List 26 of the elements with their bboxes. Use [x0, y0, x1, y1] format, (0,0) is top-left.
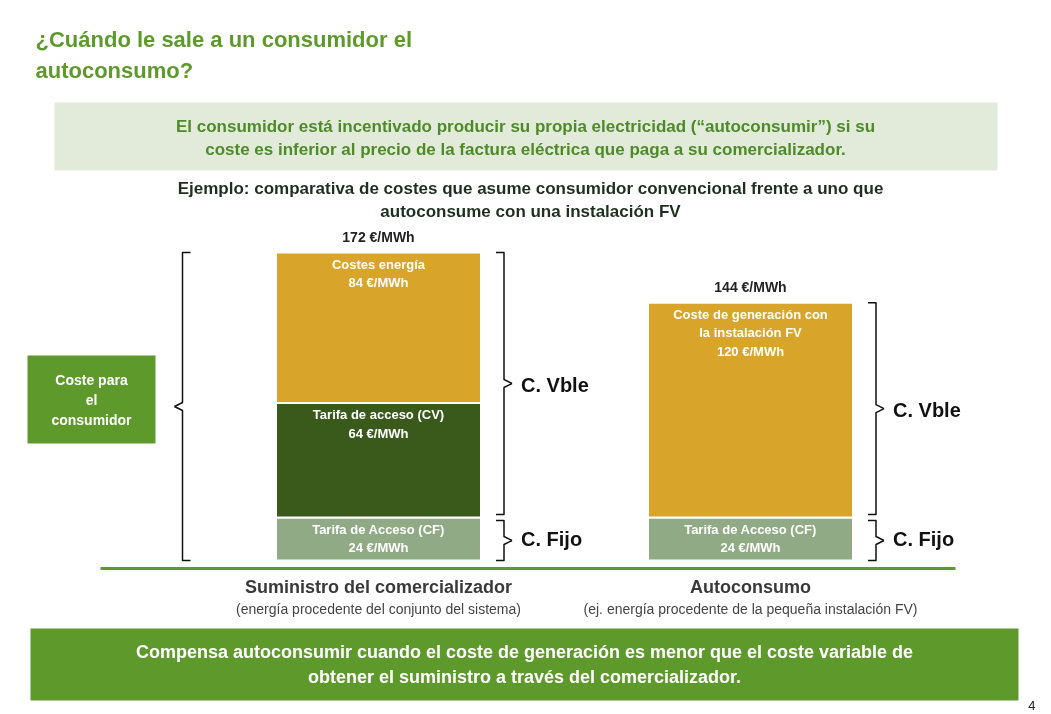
annotation: C. Vble — [521, 374, 589, 397]
series-label: Coste de generación con la instalación FV — [673, 306, 828, 341]
text: Ejemplo: comparativa de costes que asume consumidor convencional frente a uno que autoconsume con una instalación FV — [177, 178, 884, 222]
data-label: 120 €/MWh — [716, 344, 785, 360]
series-label: Tarifa de Acceso (CF) — [312, 521, 445, 537]
x-tick-label: Suministro del comercializador — [244, 576, 513, 597]
annotation: C. Fijo — [521, 528, 583, 551]
data-label: 64 €/MWh — [348, 425, 409, 441]
data-label: 24 €/MWh — [348, 540, 409, 556]
total-label: 172 €/MWh — [342, 228, 415, 245]
series-label: Costes energía — [331, 256, 426, 272]
annotation: C. Fijo — [893, 528, 955, 551]
text: (ej. energía procedente de la pequeña instalación FV) — [583, 600, 918, 617]
chart-title: ¿Cuándo le sale a un consumidor el autoconsumo? — [35, 26, 413, 83]
chart-subtitle: El consumidor está incentivado producir su propia electricidad (“autoconsumir”) si su coste es inferior al precio de la factura eléctrica que paga a su comercializador. — [175, 116, 876, 160]
data-label: 24 €/MWh — [720, 540, 781, 556]
total-label: 144 €/MWh — [714, 278, 787, 295]
annotation: C. Vble — [893, 399, 961, 422]
text: Coste para el consumidor — [51, 371, 133, 428]
x-tick-label: Autoconsumo — [690, 576, 811, 597]
series-label: Tarifa de acceso (CV) — [312, 406, 445, 422]
text: Compensa autoconsumir cuando el coste de generación es menor que el coste variable de obtener el suministro a través del comercializador. — [135, 642, 914, 687]
data-label: 84 €/MWh — [348, 275, 409, 291]
text: 4 — [1028, 697, 1036, 713]
text: (energía procedente del conjunto del sistema) — [236, 600, 521, 617]
text: Tarifa de Acceso (CF) — [684, 521, 817, 537]
